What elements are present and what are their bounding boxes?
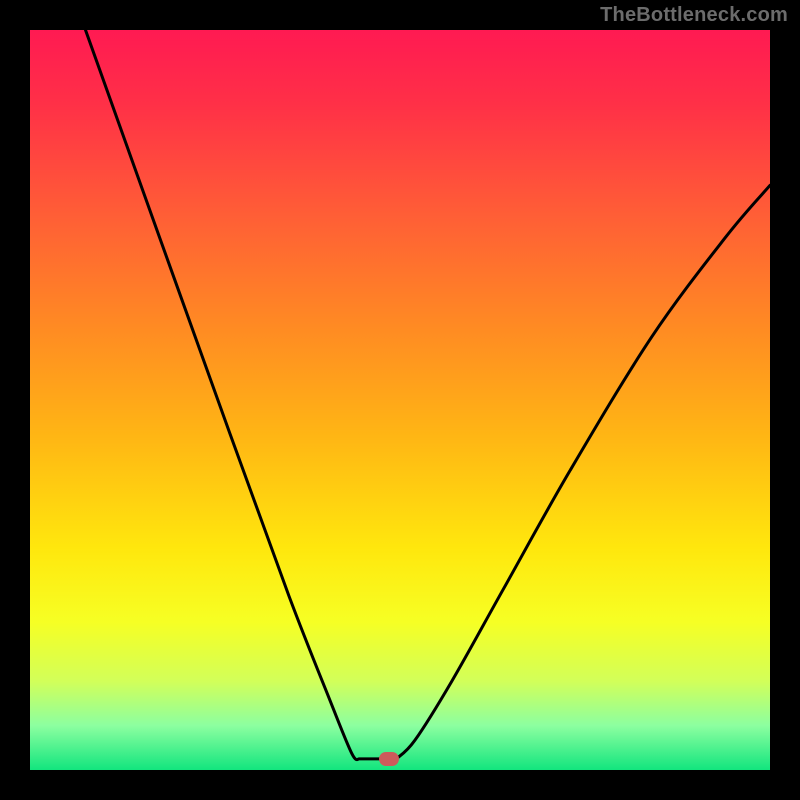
plot-area: [30, 30, 770, 770]
valley-marker: [379, 752, 399, 766]
chart-frame: TheBottleneck.com: [0, 0, 800, 800]
gradient-background: [30, 30, 770, 770]
watermark-text: TheBottleneck.com: [600, 4, 788, 27]
chart-svg: [30, 30, 770, 770]
